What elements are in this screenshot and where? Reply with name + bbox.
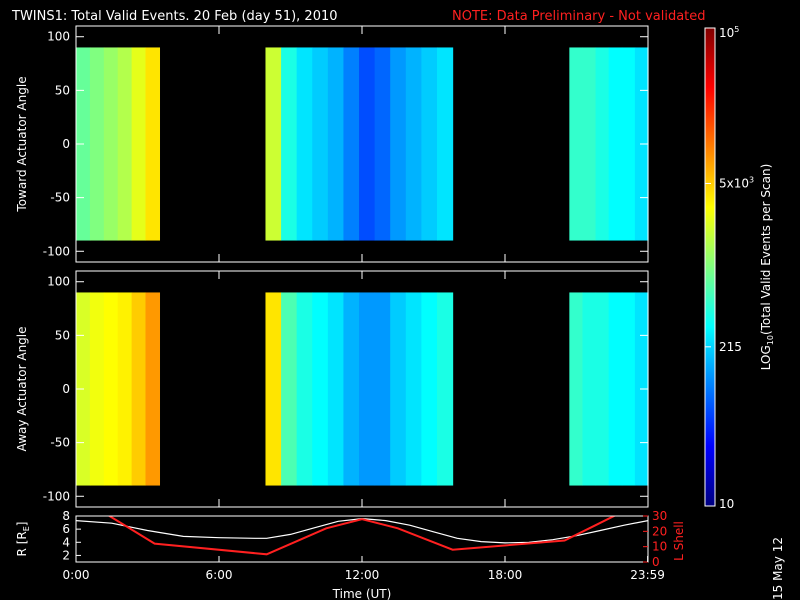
- orbit-ytick-left-label: 2: [62, 548, 70, 562]
- away-block-1-cell: [327, 292, 345, 486]
- orbit-ytick-left-label: 8: [62, 509, 70, 523]
- colorbar-tick-label: 105: [719, 25, 739, 40]
- toward-block-2-cell: [569, 47, 584, 241]
- orbit-ytick-right-label: 10: [652, 540, 667, 554]
- orbit-ytick-right-label: 30: [652, 509, 667, 523]
- away-block-0-cell: [103, 292, 119, 486]
- colorbar-label: LOG10(Total Valid Events per Scan): [759, 164, 775, 371]
- orbit-xlabel: Time (UT): [332, 587, 392, 600]
- orbit-xtick-label: 6:00: [206, 568, 233, 582]
- away-block-1-cell: [265, 292, 282, 486]
- toward-block-0-cell: [131, 47, 147, 241]
- away-block-1-cell: [281, 292, 298, 486]
- toward-block-0-cell: [145, 47, 161, 241]
- colorbar: 105 5x103 215 10 LOG10(Total Valid Events pe…: [704, 25, 775, 511]
- toward-block-1-cell: [374, 47, 391, 241]
- colorbar-scale: [704, 27, 716, 507]
- note-text: NOTE: Data Preliminary - Not validated: [452, 9, 706, 24]
- toward-block-1-cell: [265, 47, 282, 241]
- toward-ylabel: Toward Actuator Angle: [15, 76, 29, 212]
- toward-block-1-cell: [296, 47, 313, 241]
- toward-block-2-cell: [595, 47, 610, 241]
- away-block-2-cell: [595, 292, 610, 486]
- toward-block-0-cell: [103, 47, 119, 241]
- orbit-ylabel-right: L Shell: [672, 521, 686, 561]
- orbit-ylabel-left: R [RE]: [15, 522, 31, 557]
- toward-panel: 100 50 0 -50 -100 Toward Actuator Angle: [15, 25, 649, 263]
- away-panel: 100 50 0 -50 -100 Away Actuator Angle: [15, 270, 649, 508]
- away-block-1-cell: [436, 292, 454, 486]
- toward-block-1-cell: [405, 47, 422, 241]
- away-ytick-label: 50: [55, 328, 70, 342]
- toward-block-2-cell: [582, 47, 597, 241]
- colorbar-tick-label: 5x103: [719, 175, 754, 190]
- toward-ytick-label: 100: [47, 30, 70, 44]
- away-block-0-cell: [89, 292, 105, 486]
- away-block-1-cell: [359, 292, 376, 486]
- away-block-1-cell: [390, 292, 407, 486]
- orbit-ytick-right-label: 20: [652, 524, 667, 538]
- toward-block-2-cell: [608, 47, 623, 241]
- away-ytick-label: -50: [50, 436, 70, 450]
- orbit-plot-area: [76, 516, 648, 562]
- away-block-0-cell: [145, 292, 161, 486]
- toward-block-1-cell: [327, 47, 345, 241]
- colorbar-tick-label: 10: [719, 497, 734, 511]
- date-stamp: 15 May 12: [771, 537, 785, 600]
- orbit-ytick-left-label: 6: [62, 522, 70, 536]
- away-block-2-cell: [569, 292, 584, 486]
- away-block-1-cell: [312, 292, 329, 486]
- orbit-xtick-label: 12:00: [345, 568, 380, 582]
- toward-ytick-label: -50: [50, 191, 70, 205]
- away-block-2-cell: [608, 292, 623, 486]
- lshell-line: [107, 516, 617, 556]
- away-ytick-label: -100: [43, 489, 70, 503]
- toward-block-1-cell: [343, 47, 360, 241]
- toward-block-0-cell: [89, 47, 105, 241]
- toward-ytick-label: -100: [43, 244, 70, 258]
- orbit-xtick-label: 23:59: [630, 568, 665, 582]
- away-ylabel: Away Actuator Angle: [15, 326, 29, 451]
- toward-block-1-cell: [436, 47, 454, 241]
- toward-block-2-cell: [621, 47, 636, 241]
- away-block-2-cell: [621, 292, 636, 486]
- orbit-xtick-label: 18:00: [488, 568, 523, 582]
- away-block-0-cell: [131, 292, 147, 486]
- toward-block-1-cell: [390, 47, 407, 241]
- toward-ytick-label: 0: [62, 137, 70, 151]
- orbit-xtick-label: 0:00: [63, 568, 90, 582]
- away-block-1-cell: [405, 292, 422, 486]
- chart-title: TWINS1: Total Valid Events. 20 Feb (day …: [11, 9, 338, 24]
- away-block-2-cell: [582, 292, 597, 486]
- away-block-1-cell: [374, 292, 391, 486]
- toward-ytick-label: 50: [55, 83, 70, 97]
- toward-block-1-cell: [359, 47, 376, 241]
- away-ytick-label: 0: [62, 382, 70, 396]
- orbit-ytick-right-label: 0: [652, 555, 660, 569]
- toward-block-1-cell: [312, 47, 329, 241]
- colorbar-tick-label: 215: [719, 340, 742, 354]
- away-block-1-cell: [296, 292, 313, 486]
- toward-block-1-cell: [281, 47, 298, 241]
- away-ytick-label: 100: [47, 275, 70, 289]
- away-block-1-cell: [421, 292, 438, 486]
- orbit-ytick-left-label: 4: [62, 535, 70, 549]
- away-block-1-cell: [343, 292, 360, 486]
- toward-block-0-cell: [117, 47, 133, 241]
- r-line: [76, 517, 648, 544]
- away-block-0-cell: [117, 292, 133, 486]
- toward-block-1-cell: [421, 47, 438, 241]
